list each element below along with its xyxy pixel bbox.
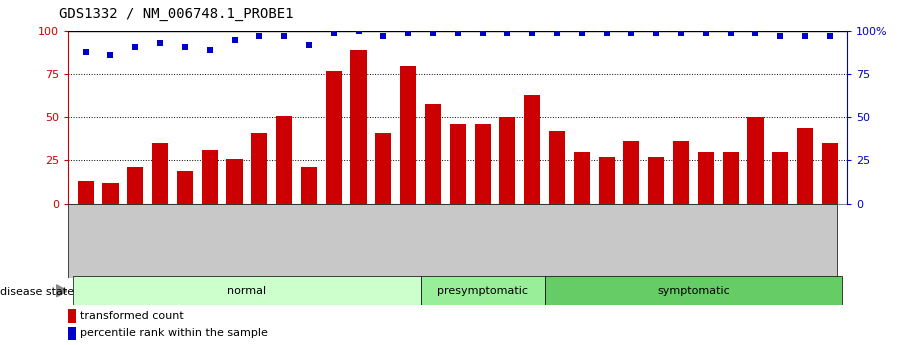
Bar (68, 309, 76, 323)
Bar (747, 117, 763, 204)
Text: GDS1332 / NM_006748.1_PROBE1: GDS1332 / NM_006748.1_PROBE1 (59, 7, 293, 21)
Bar (574, 152, 589, 204)
Bar (400, 66, 416, 204)
Bar (177, 171, 193, 204)
Bar (773, 152, 788, 204)
Point (202, 47, 217, 53)
Point (599, 30, 614, 36)
Point (649, 30, 663, 36)
Bar (623, 141, 640, 204)
Point (500, 30, 515, 36)
Point (723, 30, 738, 36)
Point (525, 30, 539, 36)
Bar (524, 95, 540, 204)
Bar (326, 71, 342, 204)
Bar (698, 152, 714, 204)
Text: symptomatic: symptomatic (657, 286, 730, 296)
Point (425, 30, 440, 36)
Bar (549, 131, 565, 204)
Bar (545, 276, 843, 305)
Point (624, 30, 639, 36)
Bar (722, 152, 739, 204)
Point (103, 52, 118, 58)
Text: presymptomatic: presymptomatic (437, 286, 528, 296)
Point (798, 33, 813, 39)
Text: percentile rank within the sample: percentile rank within the sample (80, 328, 268, 338)
Bar (201, 150, 218, 204)
Bar (128, 167, 143, 204)
Point (178, 44, 192, 49)
Bar (425, 104, 441, 204)
Text: transformed count: transformed count (80, 311, 183, 321)
Point (326, 30, 341, 36)
Point (450, 30, 465, 36)
Bar (227, 159, 242, 204)
Bar (351, 50, 366, 204)
Point (401, 30, 415, 36)
Point (352, 28, 366, 34)
Bar (301, 167, 317, 204)
Point (277, 33, 292, 39)
Point (476, 30, 490, 36)
Bar (251, 133, 268, 204)
Point (252, 33, 267, 39)
Text: disease state: disease state (0, 287, 74, 296)
Bar (499, 117, 516, 204)
Bar (421, 276, 545, 305)
Point (748, 30, 763, 36)
Bar (375, 133, 392, 204)
Point (549, 30, 564, 36)
Bar (152, 143, 169, 204)
Point (78, 49, 93, 55)
Point (699, 30, 713, 36)
Point (674, 30, 689, 36)
Point (575, 30, 589, 36)
Bar (77, 181, 94, 204)
Point (773, 33, 787, 39)
Bar (797, 128, 814, 204)
Bar (599, 157, 615, 204)
Bar (648, 157, 664, 204)
Bar (276, 116, 292, 204)
Bar (822, 143, 838, 204)
Point (227, 37, 241, 42)
Point (376, 33, 391, 39)
Point (128, 44, 143, 49)
Polygon shape (56, 285, 67, 297)
Bar (450, 124, 466, 204)
Point (823, 33, 837, 39)
Text: normal: normal (228, 286, 267, 296)
Bar (73, 276, 421, 305)
Point (302, 42, 316, 48)
Bar (475, 124, 491, 204)
Bar (673, 141, 689, 204)
Bar (68, 327, 76, 340)
Bar (102, 183, 118, 204)
Point (153, 40, 168, 46)
